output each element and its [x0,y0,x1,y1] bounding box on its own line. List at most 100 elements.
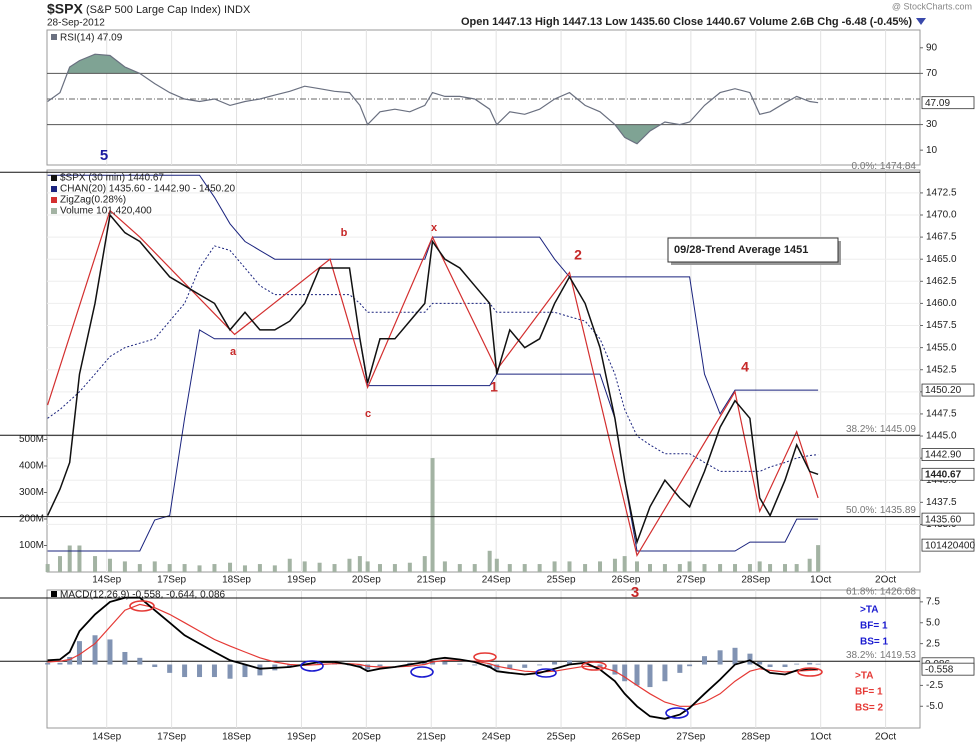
volume-bar [552,561,557,572]
volume-bar [567,561,572,572]
macd-hist-bar [167,664,173,673]
macd-hist-bar [757,662,763,665]
y-tick-label: 90 [926,42,938,53]
change-arrow [916,18,926,25]
cross-marker [410,666,434,678]
volume-bar [257,564,262,572]
macd-hist-bar [67,656,73,665]
y-tick-label: -5.0 [926,701,944,712]
volume-bar [77,545,82,572]
x-tick-label: 27Sep [676,575,705,586]
fib-label: 61.8%: 1426.68 [846,587,916,598]
fib-label: 38.2%: 1445.09 [846,424,916,435]
volume-bar [122,561,127,572]
macd-line [47,596,819,720]
macd-note: BS= 2 [855,703,884,714]
legend-label: ZigZag(0.28%) [60,195,126,206]
volume-bar [816,545,821,572]
x-tick-label: 20Sep [352,732,381,743]
zigzag-line [47,209,819,557]
x-tick-label: 18Sep [222,732,251,743]
fib-label: 38.2%: 1419.53 [846,650,916,661]
macd-hist-bar [622,664,628,682]
volume-bar [583,564,588,572]
rsi-line [47,53,819,145]
macd-hist-bar [422,662,428,665]
macd-hist-bar [794,663,800,665]
symbol-name: (S&P 500 Large Cap Index) INDX [86,4,251,16]
value-tag-label: -0.558 [925,664,954,675]
y2-tick-label: 200M [19,514,44,525]
value-tag [921,383,975,397]
macd-note: BF= 1 [860,621,888,632]
macd-hist-bar [597,664,603,668]
cross-marker [129,600,155,612]
panel [46,169,921,573]
wave-label: 3 [631,584,639,601]
x-tick-label: 2Oct [875,575,896,586]
volume-bar [317,562,322,572]
wave-label: c [365,408,371,420]
volume-bar [332,564,337,572]
y-tick-label: 70 [926,68,938,79]
x-tick-label: 2Oct [875,732,896,743]
legend-label: CHAN(20) 1435.60 - 1442.90 - 1450.20 [60,184,236,195]
x-tick-label: 28Sep [741,575,770,586]
macd-hist-bar [107,639,113,665]
y-tick-label: 1470.0 [926,210,957,221]
macd-hist-bar [57,662,63,665]
volume-bar [137,564,142,572]
x-tick-label: 14Sep [92,732,121,743]
volume-bar [287,558,292,572]
x-tick-label: 17Sep [157,575,186,586]
value-tag-label: 1450.20 [925,385,962,396]
macd-hist-bar [430,662,436,665]
volume-bar [457,564,462,572]
y-tick-label: 5.0 [926,617,940,628]
volume-bar [537,564,542,572]
value-tag [921,467,975,481]
volume-bar [687,561,692,572]
volume-bar [430,458,435,572]
volume-bar [598,561,603,572]
macd-hist-bar [137,657,143,665]
wave-label: 4 [741,359,749,375]
y-tick-label: 1465.0 [926,254,957,265]
x-tick-label: 28Sep [741,732,770,743]
macd-hist-bar [702,656,708,665]
channel-upper [47,174,819,416]
volume-bar [494,558,499,572]
macd-hist-bar [457,663,463,665]
volume-bar [67,545,72,572]
volume-bar [472,564,477,572]
macd-hist-bar [687,664,693,667]
volume-bar [487,550,492,572]
x-tick-label: 18Sep [222,575,251,586]
y2-tick-label: 400M [19,461,44,472]
macd-hist-bar [377,664,383,667]
fib-label: 50.0%: 1435.89 [846,505,916,516]
value-tag-label: 47.09 [925,98,950,109]
legend-icon [51,208,57,214]
macd-hist-bar [507,664,513,669]
close-line [46,213,819,545]
symbol: $SPX [47,1,83,17]
volume-bar [407,562,412,572]
y-tick-label: 1467.5 [926,232,957,243]
y-tick-label: 1462.5 [926,276,957,287]
value-tag [921,538,975,552]
credit: @ StockCharts.com [892,1,972,11]
volume-bar [57,556,62,572]
volume-bar [757,561,762,572]
legend-icon [51,175,57,181]
x-tick-label: 21Sep [417,732,446,743]
macd-hist-bar [717,650,723,665]
macd-hist-bar [537,664,543,666]
volume-bar [522,564,527,572]
y-tick-label: 2.5 [926,638,940,649]
value-tag-label: 1442.90 [925,450,962,461]
wave-label: x [431,222,438,234]
macd-hist-bar [647,664,653,688]
volume-bar [45,564,50,572]
